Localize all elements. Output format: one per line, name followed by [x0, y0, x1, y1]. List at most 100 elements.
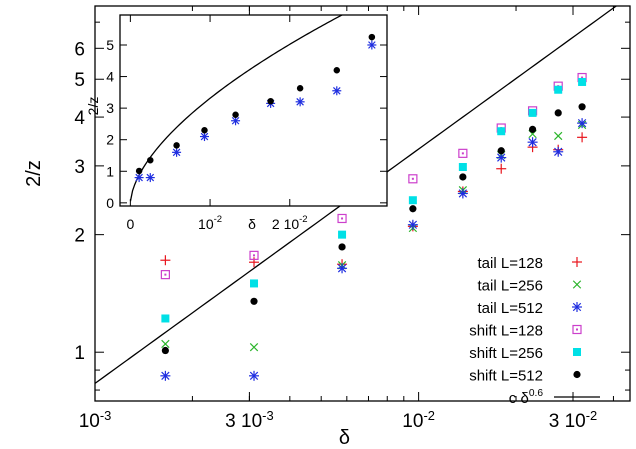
- inset-data-point-circle: [368, 33, 376, 41]
- legend-entry: c δ0.6: [509, 388, 600, 407]
- x-axis-title: δ: [339, 427, 350, 449]
- y-tick-label: 6: [74, 39, 85, 60]
- legend-marker: [572, 302, 582, 312]
- data-point-square: [578, 77, 587, 86]
- data-point-circle: [528, 125, 537, 133]
- main-plot-frame: [94, 5, 631, 402]
- inset-x-tick-label: 2 10-2: [272, 214, 308, 232]
- data-point-square: [497, 127, 506, 136]
- x-tick-label-base: 10: [402, 411, 423, 432]
- data-point-square: [528, 108, 537, 117]
- inset-data-point-star: [231, 116, 241, 126]
- inset-data-point-circle: [201, 126, 208, 134]
- legend-entry: shift L=256: [469, 345, 581, 362]
- data-point-square: [554, 85, 563, 94]
- legend-entry: shift L=128: [469, 323, 582, 340]
- inset-x-tick-label-base: 10: [198, 216, 214, 232]
- data-point-circle: [554, 109, 562, 117]
- x-tick-label-exp: -2: [423, 408, 434, 423]
- legend-label: shift L=256: [469, 345, 543, 362]
- data-point-cross: [161, 339, 170, 349]
- data-point-square-dot: [408, 174, 418, 184]
- data-point-circle: [497, 147, 505, 155]
- legend-marker: [573, 348, 581, 356]
- inset-data-point-circle: [296, 85, 304, 92]
- inset-x-tick-label-base: 2 10: [272, 216, 299, 232]
- data-point-cross: [249, 343, 259, 352]
- legend-marker: [573, 370, 581, 379]
- x-tick-label-exp: -3: [100, 408, 111, 423]
- inset-x-tick-label-exp: -2: [214, 214, 222, 225]
- y-axis-title: 2/z: [23, 160, 45, 187]
- data-point-star: [577, 118, 588, 129]
- inset-data-point-circle: [173, 142, 180, 149]
- inset-data-point-star: [295, 97, 305, 107]
- legend-entry: tail L=512: [478, 300, 582, 317]
- legend-entry: tail L=128: [478, 255, 582, 272]
- inset-data-point-circle: [147, 156, 154, 164]
- inset-data-point-star: [199, 132, 209, 142]
- y-tick-label: 2: [74, 226, 85, 247]
- data-point-square-dot: [458, 148, 468, 158]
- inset-frame: [119, 14, 388, 207]
- legend-label: tail L=256: [478, 278, 543, 295]
- x-tick-label: 3 10-3: [225, 408, 273, 432]
- inset-x-axis-title: δ: [248, 216, 256, 232]
- data-point-star: [457, 188, 468, 199]
- legend-label: shift L=512: [469, 368, 543, 385]
- data-point-square-dot: [160, 270, 170, 280]
- data-point-star: [249, 370, 260, 381]
- y-tick-label: 3: [74, 157, 85, 178]
- inset-x-tick-label-exp: -2: [299, 214, 307, 225]
- inset-data-point-star: [332, 86, 342, 96]
- inset-y-tick-label: 0: [106, 195, 114, 211]
- inset-y-tick-label: 3: [106, 100, 114, 116]
- y-tick-label: 4: [74, 108, 85, 129]
- inset-y-tick-label: 2: [106, 132, 114, 148]
- legend-label: shift L=128: [469, 323, 543, 340]
- data-point-square-dot: [249, 250, 259, 260]
- legend-label: tail L=128: [478, 255, 543, 272]
- data-point-star: [527, 137, 538, 148]
- x-tick-label-base: 10: [79, 411, 100, 432]
- data-point-square: [408, 196, 417, 205]
- data-point-circle: [578, 103, 586, 111]
- legend-marker: [572, 324, 582, 335]
- x-tick-label: 10-2: [402, 408, 435, 432]
- data-point-star: [337, 263, 348, 274]
- data-point-square: [250, 279, 259, 288]
- y-tick-label: 5: [74, 70, 85, 91]
- inset-data-point-circle: [232, 111, 239, 119]
- inset-y-tick-label: 4: [106, 69, 114, 85]
- x-tick-label-exp: -3: [262, 408, 273, 423]
- inset-x-tick-label-base: 0: [126, 216, 134, 232]
- inset-y-axis-title: 2/z: [85, 97, 101, 116]
- legend-label: tail L=512: [478, 300, 543, 317]
- legend-label-exp: 0.6: [529, 388, 543, 399]
- legend-marker: [572, 257, 582, 267]
- data-point-star: [407, 219, 418, 230]
- inset-x-tick-label: 0: [126, 216, 134, 232]
- inset-data-point-star: [134, 173, 144, 183]
- legend: tail L=128 tail L=256 tail L=512 shift L=12…: [469, 255, 600, 407]
- x-tick-label: 3 10-2: [549, 408, 597, 432]
- legend-entry: tail L=256: [478, 278, 582, 295]
- data-point-plus: [160, 255, 171, 266]
- x-tick-label-exp: -2: [586, 408, 597, 423]
- inset-fit-line: [129, 15, 344, 202]
- data-point-plus: [577, 132, 588, 143]
- inset-data-point-circle: [135, 167, 143, 175]
- legend-label-base: c δ: [509, 390, 529, 407]
- legend-marker: [572, 280, 582, 289]
- x-tick-label-base: 3 10: [549, 411, 586, 432]
- inset-y-tick-label: 1: [106, 163, 114, 179]
- inset-plot-area: [129, 15, 377, 202]
- data-point-circle: [409, 205, 417, 213]
- x-tick-label-base: 3 10: [225, 411, 262, 432]
- data-point-circle: [161, 346, 169, 355]
- data-point-circle: [338, 243, 346, 251]
- data-point-square-dot: [337, 213, 347, 224]
- legend-entry: shift L=512: [469, 368, 581, 385]
- data-point-square: [161, 314, 170, 323]
